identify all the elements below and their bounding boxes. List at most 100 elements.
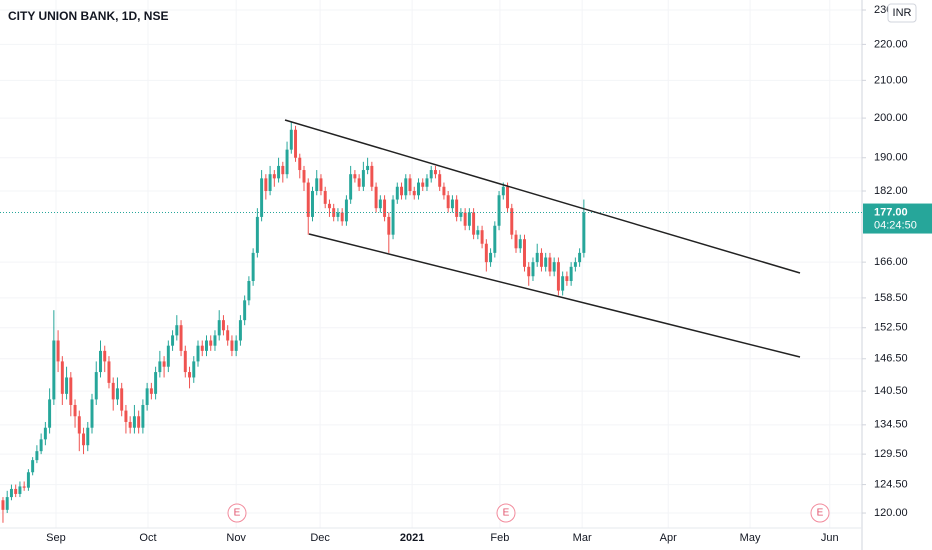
candle-body <box>196 345 200 362</box>
candle-body <box>484 243 488 263</box>
candle-body <box>489 252 493 263</box>
candle-body <box>103 350 107 362</box>
x-tick-label: Nov <box>226 532 246 544</box>
candle-body <box>86 427 90 446</box>
x-tick-label: Dec <box>310 532 330 544</box>
candle-body <box>154 372 158 394</box>
candle-body <box>115 388 119 400</box>
candle-body <box>56 340 60 362</box>
candle-body <box>400 186 404 196</box>
candle-body <box>43 427 47 440</box>
candle-body <box>374 186 378 209</box>
candle-body <box>518 239 522 249</box>
candle-body <box>383 199 387 217</box>
candle-body <box>5 497 9 510</box>
candle-body <box>357 178 361 187</box>
candle-body <box>285 149 289 175</box>
currency-badge[interactable] <box>887 3 917 23</box>
candle-body <box>26 472 30 488</box>
candle-body <box>281 165 285 175</box>
candle-body <box>294 129 298 158</box>
candle-body <box>412 190 416 196</box>
candle-body <box>73 404 77 417</box>
candle-body <box>578 252 582 263</box>
candle-body <box>60 361 64 394</box>
candle-body <box>370 165 374 187</box>
candle-body <box>336 212 340 217</box>
lower-trendline <box>308 233 801 358</box>
y-tick-label: 200.00 <box>874 112 908 124</box>
y-tick-label: 124.50 <box>874 478 908 490</box>
candle-body <box>472 212 476 235</box>
candle-body <box>404 178 408 196</box>
event-label: E <box>234 508 241 519</box>
candle-body <box>544 257 548 267</box>
candle-body <box>183 350 187 373</box>
candle-body <box>272 174 276 179</box>
candle-body <box>69 377 73 405</box>
candle-body <box>217 320 221 336</box>
candle-body <box>552 262 556 272</box>
candle-body <box>582 212 586 253</box>
candle-body <box>260 178 264 217</box>
y-tick-label: 182.00 <box>874 185 908 197</box>
candle-body <box>277 165 281 179</box>
candle-body <box>493 225 497 253</box>
x-tick-label: May <box>740 532 761 544</box>
event-circle <box>810 503 830 523</box>
candle-body <box>298 157 302 171</box>
candle-body <box>171 335 175 346</box>
candle-body <box>65 377 69 394</box>
candle-body <box>523 239 526 267</box>
candle-body <box>175 325 179 336</box>
event-marker[interactable]: E <box>810 503 830 523</box>
candle-body <box>510 208 514 235</box>
candle-body <box>48 399 52 428</box>
candle-body <box>94 372 98 400</box>
candle-body <box>251 252 255 282</box>
y-tick-label: 158.50 <box>874 292 908 304</box>
candle-body <box>111 382 115 400</box>
candle-body <box>531 262 535 277</box>
candle-body <box>446 195 450 209</box>
candle-body <box>433 170 437 175</box>
y-tick-label: 129.50 <box>874 448 908 460</box>
event-label: E <box>503 508 510 519</box>
candle-body <box>35 451 39 461</box>
candle-body <box>548 257 552 272</box>
candle-body <box>344 199 348 222</box>
candle-body <box>535 252 539 263</box>
y-tick-label: 134.50 <box>874 419 908 431</box>
last-price-label: 177.00 <box>874 206 908 218</box>
candle-body <box>9 488 13 498</box>
candle-body <box>137 416 141 428</box>
candle-body <box>539 252 543 267</box>
y-tick-label: 146.50 <box>874 353 908 365</box>
candle-body <box>463 212 467 226</box>
candle-body <box>395 186 399 200</box>
candle-body <box>497 195 501 226</box>
candle-body <box>192 361 196 378</box>
candle-body <box>573 262 577 267</box>
candle-body <box>391 199 395 235</box>
candle-body <box>450 199 454 209</box>
candle-body <box>234 340 238 351</box>
candle-body <box>99 350 102 373</box>
y-tick-label: 120.00 <box>874 507 908 519</box>
candle-body <box>77 416 81 434</box>
candle-body <box>306 182 310 217</box>
event-marker[interactable]: E <box>496 503 516 523</box>
candle-body <box>480 230 484 244</box>
event-marker[interactable]: E <box>227 503 247 523</box>
candle-body <box>226 330 230 341</box>
candle-body <box>243 300 247 321</box>
candle-body <box>82 433 86 446</box>
upper-trendline <box>284 119 801 274</box>
candle-body <box>421 182 425 187</box>
candle-body <box>200 345 204 351</box>
candle-body <box>230 340 234 351</box>
candle-body <box>158 361 162 373</box>
candle-body <box>408 178 412 191</box>
last-price-box <box>863 203 932 234</box>
